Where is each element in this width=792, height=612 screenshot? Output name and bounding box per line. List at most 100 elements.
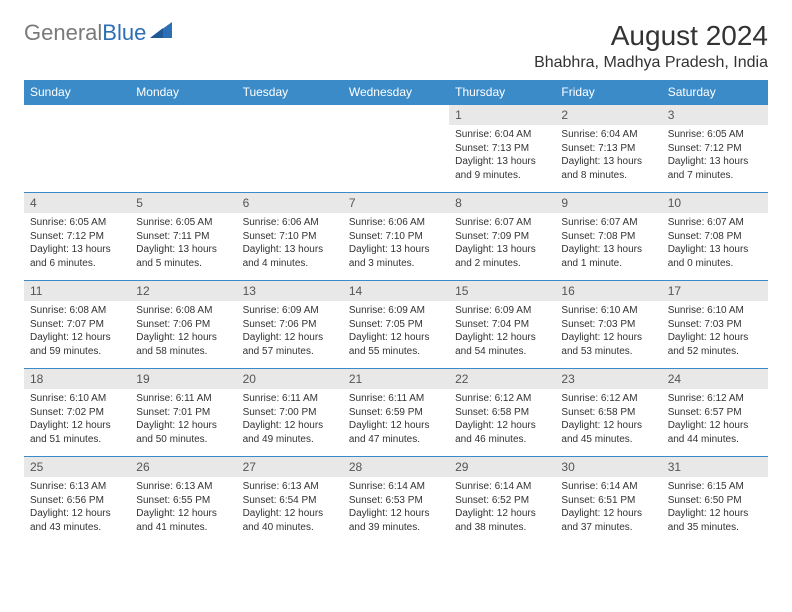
daylight-line: Daylight: 12 hours and 38 minutes. (455, 507, 549, 534)
day-details: Sunrise: 6:06 AMSunset: 7:10 PMDaylight:… (343, 213, 449, 274)
day-number: 21 (343, 369, 449, 389)
daylight-line: Daylight: 12 hours and 50 minutes. (136, 419, 230, 446)
day-number: 24 (662, 369, 768, 389)
day-details: Sunrise: 6:05 AMSunset: 7:11 PMDaylight:… (130, 213, 236, 274)
sunrise-line: Sunrise: 6:04 AM (561, 128, 655, 142)
sunrise-line: Sunrise: 6:13 AM (30, 480, 124, 494)
sunset-line: Sunset: 7:08 PM (668, 230, 762, 244)
day-details: Sunrise: 6:07 AMSunset: 7:08 PMDaylight:… (555, 213, 661, 274)
page-header: GeneralBlue August 2024 Bhabhra, Madhya … (24, 20, 768, 72)
sunrise-line: Sunrise: 6:11 AM (349, 392, 443, 406)
calendar-day-cell (130, 105, 236, 193)
daylight-line: Daylight: 12 hours and 41 minutes. (136, 507, 230, 534)
sunrise-line: Sunrise: 6:10 AM (668, 304, 762, 318)
sunrise-line: Sunrise: 6:10 AM (30, 392, 124, 406)
sunset-line: Sunset: 7:10 PM (349, 230, 443, 244)
sunrise-line: Sunrise: 6:08 AM (136, 304, 230, 318)
calendar-day-cell (24, 105, 130, 193)
day-number: 14 (343, 281, 449, 301)
logo-triangle-icon (150, 22, 172, 45)
day-number: 19 (130, 369, 236, 389)
sunrise-line: Sunrise: 6:14 AM (455, 480, 549, 494)
calendar-day-cell: 24Sunrise: 6:12 AMSunset: 6:57 PMDayligh… (662, 369, 768, 457)
calendar-week-row: 25Sunrise: 6:13 AMSunset: 6:56 PMDayligh… (24, 457, 768, 545)
day-details: Sunrise: 6:12 AMSunset: 6:58 PMDaylight:… (449, 389, 555, 450)
sunrise-line: Sunrise: 6:05 AM (136, 216, 230, 230)
logo-text-gray: General (24, 20, 102, 45)
day-details: Sunrise: 6:14 AMSunset: 6:53 PMDaylight:… (343, 477, 449, 538)
sunset-line: Sunset: 7:09 PM (455, 230, 549, 244)
sunrise-line: Sunrise: 6:09 AM (455, 304, 549, 318)
daylight-line: Daylight: 13 hours and 0 minutes. (668, 243, 762, 270)
sunrise-line: Sunrise: 6:07 AM (668, 216, 762, 230)
daylight-line: Daylight: 13 hours and 5 minutes. (136, 243, 230, 270)
sunset-line: Sunset: 6:58 PM (561, 406, 655, 420)
daylight-line: Daylight: 12 hours and 45 minutes. (561, 419, 655, 446)
day-number: 27 (237, 457, 343, 477)
day-number: 16 (555, 281, 661, 301)
day-number: 3 (662, 105, 768, 125)
day-details: Sunrise: 6:15 AMSunset: 6:50 PMDaylight:… (662, 477, 768, 538)
daylight-line: Daylight: 12 hours and 49 minutes. (243, 419, 337, 446)
day-number: 4 (24, 193, 130, 213)
calendar-day-cell (343, 105, 449, 193)
sunrise-line: Sunrise: 6:15 AM (668, 480, 762, 494)
day-details: Sunrise: 6:08 AMSunset: 7:06 PMDaylight:… (130, 301, 236, 362)
sunset-line: Sunset: 7:02 PM (30, 406, 124, 420)
day-header: Thursday (449, 80, 555, 105)
daylight-line: Daylight: 12 hours and 55 minutes. (349, 331, 443, 358)
day-header: Wednesday (343, 80, 449, 105)
day-details: Sunrise: 6:13 AMSunset: 6:55 PMDaylight:… (130, 477, 236, 538)
daylight-line: Daylight: 12 hours and 44 minutes. (668, 419, 762, 446)
calendar-day-cell: 10Sunrise: 6:07 AMSunset: 7:08 PMDayligh… (662, 193, 768, 281)
calendar-day-cell: 12Sunrise: 6:08 AMSunset: 7:06 PMDayligh… (130, 281, 236, 369)
day-details: Sunrise: 6:04 AMSunset: 7:13 PMDaylight:… (555, 125, 661, 186)
calendar-day-cell: 15Sunrise: 6:09 AMSunset: 7:04 PMDayligh… (449, 281, 555, 369)
daylight-line: Daylight: 12 hours and 54 minutes. (455, 331, 549, 358)
day-details: Sunrise: 6:14 AMSunset: 6:52 PMDaylight:… (449, 477, 555, 538)
calendar-day-cell: 1Sunrise: 6:04 AMSunset: 7:13 PMDaylight… (449, 105, 555, 193)
sunset-line: Sunset: 7:04 PM (455, 318, 549, 332)
day-header: Sunday (24, 80, 130, 105)
daylight-line: Daylight: 12 hours and 37 minutes. (561, 507, 655, 534)
daylight-line: Daylight: 13 hours and 4 minutes. (243, 243, 337, 270)
day-details: Sunrise: 6:04 AMSunset: 7:13 PMDaylight:… (449, 125, 555, 186)
logo-text-blue: Blue (102, 20, 146, 45)
sunset-line: Sunset: 7:07 PM (30, 318, 124, 332)
sunset-line: Sunset: 7:10 PM (243, 230, 337, 244)
day-number: 9 (555, 193, 661, 213)
sunset-line: Sunset: 6:54 PM (243, 494, 337, 508)
daylight-line: Daylight: 12 hours and 35 minutes. (668, 507, 762, 534)
daylight-line: Daylight: 12 hours and 47 minutes. (349, 419, 443, 446)
sunset-line: Sunset: 6:56 PM (30, 494, 124, 508)
sunset-line: Sunset: 6:59 PM (349, 406, 443, 420)
sunset-line: Sunset: 7:08 PM (561, 230, 655, 244)
day-number: 1 (449, 105, 555, 125)
sunset-line: Sunset: 7:13 PM (561, 142, 655, 156)
day-number: 12 (130, 281, 236, 301)
daylight-line: Daylight: 13 hours and 6 minutes. (30, 243, 124, 270)
calendar-day-cell: 23Sunrise: 6:12 AMSunset: 6:58 PMDayligh… (555, 369, 661, 457)
day-details: Sunrise: 6:06 AMSunset: 7:10 PMDaylight:… (237, 213, 343, 274)
day-details: Sunrise: 6:10 AMSunset: 7:03 PMDaylight:… (662, 301, 768, 362)
calendar-day-cell: 13Sunrise: 6:09 AMSunset: 7:06 PMDayligh… (237, 281, 343, 369)
daylight-line: Daylight: 12 hours and 58 minutes. (136, 331, 230, 358)
day-details: Sunrise: 6:13 AMSunset: 6:56 PMDaylight:… (24, 477, 130, 538)
sunset-line: Sunset: 6:55 PM (136, 494, 230, 508)
daylight-line: Daylight: 13 hours and 1 minute. (561, 243, 655, 270)
calendar-body: 1Sunrise: 6:04 AMSunset: 7:13 PMDaylight… (24, 105, 768, 545)
calendar-week-row: 11Sunrise: 6:08 AMSunset: 7:07 PMDayligh… (24, 281, 768, 369)
day-number: 17 (662, 281, 768, 301)
sunrise-line: Sunrise: 6:14 AM (349, 480, 443, 494)
sunrise-line: Sunrise: 6:05 AM (30, 216, 124, 230)
day-header: Tuesday (237, 80, 343, 105)
daylight-line: Daylight: 12 hours and 40 minutes. (243, 507, 337, 534)
calendar-day-cell: 20Sunrise: 6:11 AMSunset: 7:00 PMDayligh… (237, 369, 343, 457)
calendar-day-cell: 2Sunrise: 6:04 AMSunset: 7:13 PMDaylight… (555, 105, 661, 193)
location-subtitle: Bhabhra, Madhya Pradesh, India (534, 54, 768, 72)
calendar-day-cell: 29Sunrise: 6:14 AMSunset: 6:52 PMDayligh… (449, 457, 555, 545)
sunrise-line: Sunrise: 6:07 AM (561, 216, 655, 230)
day-number: 25 (24, 457, 130, 477)
daylight-line: Daylight: 12 hours and 46 minutes. (455, 419, 549, 446)
sunrise-line: Sunrise: 6:12 AM (561, 392, 655, 406)
